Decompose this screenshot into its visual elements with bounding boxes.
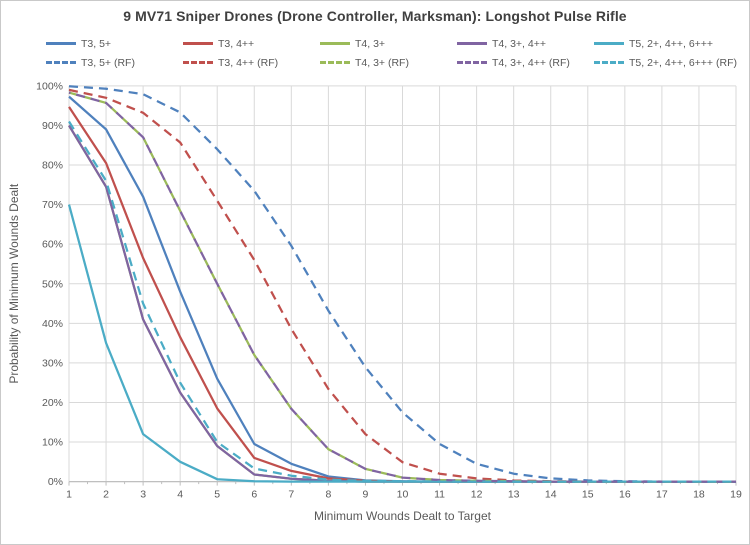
chart-title: 9 MV71 Sniper Drones (Drone Controller, … [123,8,627,24]
y-tick-label: 10% [42,437,63,449]
y-axis-title: Probability of Minimum Wounds Dealt [7,183,21,384]
x-tick-label: 1 [66,489,72,501]
x-tick-label: 12 [471,489,483,501]
legend-item: T3, 5+ (RF) [46,57,183,69]
y-tick-label: 70% [42,199,63,211]
x-tick-label: 4 [177,489,183,501]
x-tick-label: 3 [140,489,146,501]
legend-item: T5, 2+, 4++, 6+++ (RF) [594,57,737,69]
x-tick-label: 9 [363,489,369,501]
legend-label: T3, 4++ [218,37,255,50]
x-tick-label: 11 [434,489,445,501]
legend-line-swatch [320,42,350,45]
y-tick-label: 0% [48,476,63,488]
x-tick-label: 6 [251,489,257,501]
legend-item: T4, 3+ [320,38,457,50]
legend-label: T3, 5+ (RF) [81,56,135,69]
y-tick-label: 90% [42,120,63,132]
y-tick-label: 30% [42,357,63,369]
legend-label: T4, 3+, 4++ (RF) [492,56,570,69]
x-tick-label: 10 [397,489,409,501]
legend-item: T5, 2+, 4++, 6+++ [594,38,731,50]
legend-label: T4, 3+ [355,37,386,50]
x-axis-title: Minimum Wounds Dealt to Target [314,509,492,523]
x-tick-label: 16 [619,489,631,501]
chart-legend: T3, 5+ T3, 4++ T4, 3+ T4, 3+, 4++ T5, 2+, 4+… [46,34,741,72]
legend-line-swatch [46,42,76,45]
legend-item: T4, 3+, 4++ [457,38,594,50]
y-tick-label: 20% [42,397,63,409]
legend-label: T5, 2+, 4++, 6+++ (RF) [629,56,737,69]
series-line-t5-2-4-6-rf [68,120,736,483]
legend-label: T3, 5+ [81,37,112,50]
x-tick-label: 8 [325,489,331,501]
legend-line-swatch [320,61,350,64]
legend-label: T4, 3+, 4++ [492,37,546,50]
x-tick-label: 7 [288,489,294,501]
legend-label: T4, 3+ (RF) [355,56,409,69]
legend-line-swatch [457,61,487,64]
legend-item: T3, 4++ [183,38,320,50]
legend-item: T4, 3+, 4++ (RF) [457,57,594,69]
x-tick-label: 5 [214,489,220,501]
legend-item: T3, 4++ (RF) [183,57,320,69]
legend-line-swatch [46,61,76,64]
legend-line-swatch [594,61,624,64]
legend-item: T3, 5+ [46,38,183,50]
legend-label: T5, 2+, 4++, 6+++ [629,37,714,50]
series-line-t4-3-4-rf [68,91,736,483]
legend-label: T3, 4++ (RF) [218,56,279,69]
x-tick-label: 13 [508,489,520,501]
legend-line-swatch [457,42,487,45]
legend-line-swatch [183,42,213,45]
x-tick-label: 14 [545,489,557,501]
x-tick-label: 18 [693,489,705,501]
y-tick-label: 60% [42,239,63,251]
y-tick-label: 100% [36,80,63,92]
legend-line-swatch [594,42,624,45]
x-tick-label: 15 [582,489,594,501]
legend-item: T4, 3+ (RF) [320,57,457,69]
x-tick-label: 2 [103,489,109,501]
axis-tick-labels: 0%10%20%30%40%50%60%70%80%90%100%1 2 3 4 5 6 7… [36,80,742,500]
x-tick-label: 17 [656,489,668,501]
y-tick-label: 40% [42,318,63,330]
y-tick-label: 50% [42,278,63,290]
x-tick-label: 19 [730,489,742,501]
gridlines [68,85,737,483]
legend-line-swatch [183,61,213,64]
y-tick-label: 80% [42,160,63,172]
series-lines [67,85,736,483]
